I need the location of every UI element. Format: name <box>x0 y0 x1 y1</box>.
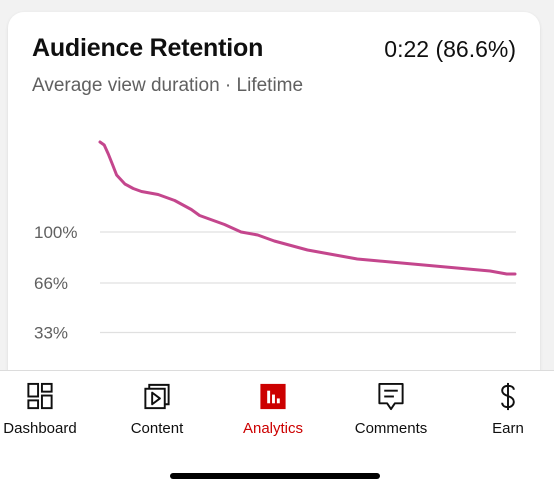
nav-label-comments: Comments <box>354 420 428 437</box>
nav-label-content: Content <box>130 420 184 437</box>
comments-icon <box>378 382 404 411</box>
analytics-icon <box>260 383 286 410</box>
card-title: Audience Retention <box>32 34 264 62</box>
card-subtitle: Average view duration · Lifetime <box>32 75 304 96</box>
average-view-duration-value: 0:22 (86.6%) <box>384 36 516 62</box>
retention-line <box>98 140 517 276</box>
earn-icon <box>501 382 515 411</box>
y-tick-label: 66% <box>34 274 68 293</box>
nav-label-analytics: Analytics <box>242 420 304 437</box>
content-icon <box>144 383 170 410</box>
nav-content[interactable]: Content <box>102 381 212 437</box>
y-tick-label: 33% <box>34 324 68 343</box>
dashboard-icon <box>27 382 53 410</box>
audience-retention-card[interactable]: Audience Retention 0:22 (86.6%) Average … <box>8 12 540 412</box>
nav-analytics[interactable]: Analytics <box>218 381 328 437</box>
nav-dashboard[interactable]: Dashboard <box>0 381 95 437</box>
nav-label-earn: Earn <box>492 420 524 437</box>
bottom-navigation-bar: Dashboard Content Analytics Comments <box>0 370 554 488</box>
nav-comments[interactable]: Comments <box>336 381 446 437</box>
y-tick-label: 100% <box>34 223 77 242</box>
home-indicator <box>170 473 380 479</box>
nav-earn[interactable]: Earn <box>453 381 554 437</box>
nav-label-dashboard: Dashboard <box>3 420 77 437</box>
